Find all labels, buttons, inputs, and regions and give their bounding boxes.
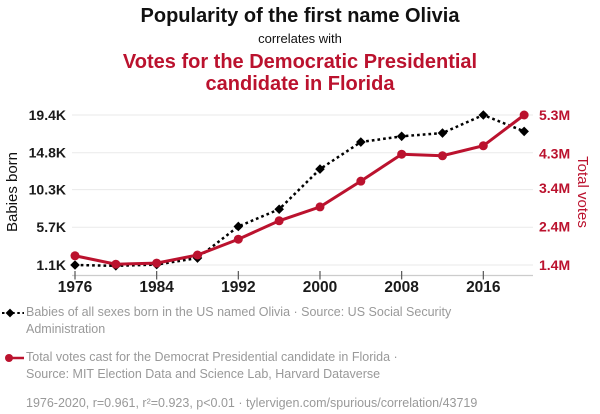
right-y-tick-label: 5.3M xyxy=(539,107,570,123)
chart-header: Popularity of the first name Olivia corr… xyxy=(0,0,600,95)
right-y-tick-label: 1.4M xyxy=(539,257,570,273)
right-y-tick-label: 4.3M xyxy=(539,145,570,161)
votes-data-point xyxy=(437,151,447,161)
page-title: Popularity of the first name Olivia xyxy=(140,5,460,27)
x-tick-label: 1984 xyxy=(139,279,174,296)
x-tick-label: 2000 xyxy=(303,279,337,296)
right-y-tick-label: 3.4M xyxy=(539,180,570,196)
x-tick-label: 2008 xyxy=(384,279,419,296)
babies-series-line xyxy=(74,113,525,268)
votes-data-point xyxy=(478,141,488,151)
babies-data-point xyxy=(70,260,80,270)
legend-label-line2: Source: MIT Election Data and Science La… xyxy=(26,367,381,381)
left-y-tick-label: 1.1K xyxy=(36,257,66,273)
x-tick-label: 1992 xyxy=(221,279,255,296)
babies-data-point xyxy=(396,131,407,142)
right-y-tick-label: 2.4M xyxy=(539,218,570,234)
votes-data-point xyxy=(111,259,121,269)
babies-data-point xyxy=(274,204,284,215)
correlation-line-chart: 1976 1984 1992 2000 2008 2016 19.4K 14.8K 10.3K 5… xyxy=(4,107,591,296)
votes-data-point xyxy=(152,258,162,268)
left-y-tick-label: 19.4K xyxy=(29,107,66,123)
legend-label-line1: Total votes cast for the Democrat Presid… xyxy=(26,350,398,364)
correlates-with-label: correlates with xyxy=(258,31,342,46)
votes-data-point xyxy=(519,110,529,120)
left-y-tick-label: 14.8K xyxy=(29,145,66,161)
x-tick-label: 2016 xyxy=(466,279,501,296)
babies-data-point xyxy=(478,110,489,120)
chart-legend: Babies of all sexes born in the US named… xyxy=(2,304,590,412)
legend-label: Total votes cast for the Democrat Presid… xyxy=(26,349,590,383)
votes-data-point xyxy=(356,176,366,186)
babies-data-point xyxy=(437,128,448,138)
babies-data-point xyxy=(233,221,244,232)
babies-data-point xyxy=(315,164,325,174)
stats-citation-line: 1976-2020, r=0.961, r²=0.923, p<0.01 · t… xyxy=(26,396,478,410)
votes-data-point xyxy=(192,250,202,260)
left-y-axis-title: Babies born xyxy=(4,152,21,232)
legend-label: Babies of all sexes born in the US named… xyxy=(26,304,590,338)
right-y-axis-title: Total votes xyxy=(574,156,591,228)
circle-solid-line-marker-icon xyxy=(5,353,24,362)
secondary-title: Votes for the Democratic Presidential ca… xyxy=(122,51,478,95)
left-y-tick-label: 10.3K xyxy=(29,181,66,197)
votes-data-point xyxy=(70,251,80,261)
votes-data-point xyxy=(233,234,243,244)
votes-data-point xyxy=(315,202,325,212)
legend-label-line2: Administration xyxy=(26,322,106,336)
legend-label-line1: Babies of all sexes born in the US named… xyxy=(26,305,452,319)
diamond-dotted-line-marker-icon xyxy=(2,308,24,317)
votes-series-line xyxy=(74,113,526,266)
babies-data-point xyxy=(519,126,529,137)
votes-data-point xyxy=(274,216,284,226)
x-tick-label: 1976 xyxy=(58,279,93,296)
votes-data-point xyxy=(397,149,407,159)
legend-item-babies: Babies of all sexes born in the US named… xyxy=(2,304,590,338)
legend-item-votes: Total votes cast for the Democrat Presid… xyxy=(2,349,590,383)
left-y-tick-label: 5.7K xyxy=(36,219,66,235)
